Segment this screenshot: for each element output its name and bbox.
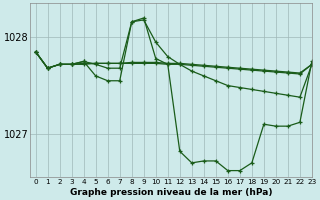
- X-axis label: Graphe pression niveau de la mer (hPa): Graphe pression niveau de la mer (hPa): [69, 188, 272, 197]
